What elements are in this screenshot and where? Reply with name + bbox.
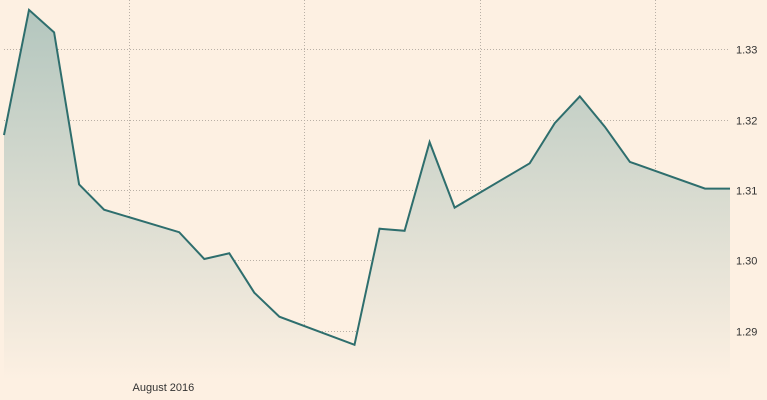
- data-point: [554, 122, 556, 124]
- y-tick-label: 1.32: [736, 116, 757, 128]
- data-point: [704, 188, 706, 190]
- y-tick-label: 1.29: [736, 327, 757, 339]
- data-point: [629, 161, 631, 163]
- data-point: [429, 141, 431, 143]
- y-tick-label: 1.31: [736, 186, 757, 198]
- data-point: [454, 207, 456, 209]
- data-point: [53, 31, 55, 33]
- data-point: [354, 344, 356, 346]
- data-point: [404, 230, 406, 232]
- data-point: [529, 162, 531, 164]
- data-point: [228, 252, 230, 254]
- data-point: [203, 258, 205, 260]
- data-point: [28, 9, 30, 11]
- x-axis-month-label: August 2016: [133, 382, 195, 394]
- data-point: [729, 188, 731, 190]
- data-point: [579, 95, 581, 97]
- series-area: [4, 9, 730, 381]
- data-point: [178, 231, 180, 233]
- series-line: [3, 7, 730, 347]
- data-point: [253, 292, 255, 294]
- y-tick-label: 1.30: [736, 256, 757, 268]
- data-point: [3, 134, 5, 136]
- y-tick-label: 1.33: [736, 45, 757, 57]
- data-point: [78, 183, 80, 185]
- data-point: [103, 209, 105, 211]
- data-point: [278, 316, 280, 318]
- data-point: [604, 126, 606, 128]
- data-point: [379, 228, 381, 230]
